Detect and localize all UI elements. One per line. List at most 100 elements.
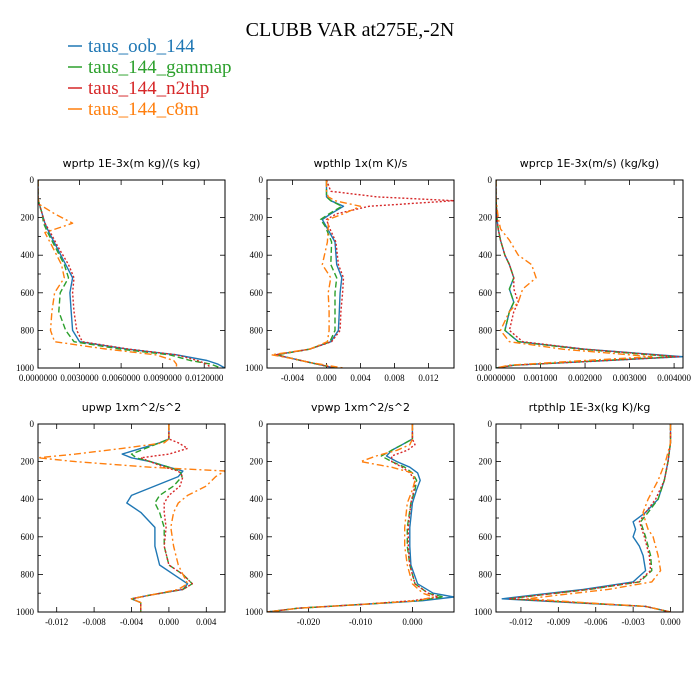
x-tick-label: 0.004000 [657,373,691,383]
y-tick-label: 400 [21,494,35,504]
panel: wprcp 1E-3x(m/s) (kg/kg) 0 200 400 600 800 100… [474,157,691,383]
x-tick-label: 0.0000000 [19,373,58,383]
y-tick-label: 0 [30,419,35,429]
series-line-taus_144_c8m [38,180,178,368]
y-tick-label: 800 [250,569,264,579]
panel: wpthlp 1x(m K)/s 0 200 400 600 800 1000 -0.004 0… [245,157,455,383]
panel-title: wpthlp 1x(m K)/s [314,157,408,170]
series-line-taus_144_n2thp [496,180,680,368]
series-line-taus_144_gammap [130,424,194,612]
y-tick-label: 400 [250,250,264,260]
legend-entry: taus_oob_144 [68,36,195,57]
y-tick-label: 0 [488,419,493,429]
y-tick-label: 600 [250,288,264,298]
y-tick-label: 600 [479,288,493,298]
series-line-taus_144_c8m [496,180,653,368]
y-tick-label: 400 [479,494,493,504]
plot-frame [495,179,684,369]
series-line-taus_144_c8m [267,424,434,612]
y-tick-label: 800 [479,325,493,335]
series-line-taus_oob_144 [274,180,345,368]
x-tick-label: 0.0060000 [102,373,141,383]
legend-label: taus_oob_144 [88,36,195,57]
x-tick-label: 0.0030000 [60,373,99,383]
y-tick-label: 600 [21,288,35,298]
x-tick-label: 0.000 [316,373,337,383]
x-tick-label: 0.003000 [613,373,647,383]
x-tick-label: 0.0000000 [477,373,516,383]
x-tick-label: 0.0090000 [144,373,183,383]
y-tick-label: 0 [259,175,264,185]
x-tick-label: 0.001000 [524,373,558,383]
y-tick-label: 1000 [16,607,35,617]
series-line-taus_144_c8m [38,424,225,612]
x-tick-label: -0.006 [584,617,608,627]
x-tick-label: 0.002000 [568,373,602,383]
series-line-taus_144_n2thp [274,180,454,368]
y-tick-label: 1000 [245,607,264,617]
series-line-taus_144_gammap [496,180,675,368]
panel: wprtp 1E-3x(m kg)/(s kg) 0 200 400 600 800 100… [16,157,226,383]
panel: vpwp 1xm^2/s^2 0 200 400 600 800 1000 -0.020 -0.… [245,401,455,627]
panels: wprtp 1E-3x(m kg)/(s kg) 0 200 400 600 800 100… [16,157,691,627]
x-tick-label: -0.004 [281,373,305,383]
series-line-taus_oob_144 [267,424,454,612]
x-tick-label: -0.004 [120,617,144,627]
legend-label: taus_144_gammap [88,57,232,78]
y-tick-label: 800 [250,325,264,335]
plot-frame [495,423,684,613]
series-line-taus_144_gammap [267,424,445,612]
y-tick-label: 400 [250,494,264,504]
y-tick-label: 1000 [474,607,493,617]
panel-title: wprcp 1E-3x(m/s) (kg/kg) [520,157,659,170]
x-tick-label: 0.008 [384,373,405,383]
series-line-taus_144_n2thp [267,424,440,612]
x-tick-label: -0.003 [622,617,646,627]
series-line-taus_144_c8m [526,424,672,612]
series-line-taus_oob_144 [38,180,225,368]
y-tick-label: 200 [250,457,264,467]
x-tick-label: 0.004 [196,617,217,627]
plot-frame [266,423,455,613]
panel: upwp 1xm^2/s^2 0 200 400 600 800 1000 -0.012 -0.… [16,401,226,627]
y-tick-label: 200 [479,457,493,467]
y-tick-label: 400 [21,250,35,260]
y-tick-label: 600 [21,532,35,542]
legend-entry: taus_144_c8m [68,99,199,120]
y-tick-label: 200 [21,213,35,223]
plot-frame [37,179,226,369]
x-tick-label: -0.008 [82,617,106,627]
x-tick-label: 0.000 [159,617,180,627]
y-tick-label: 200 [250,213,264,223]
y-tick-label: 0 [30,175,35,185]
legend-label: taus_144_n2thp [88,78,209,99]
x-tick-label: -0.012 [45,617,68,627]
x-tick-label: 0.012 [418,373,438,383]
x-tick-label: 0.004 [350,373,371,383]
x-tick-label: 0.000 [660,617,681,627]
x-tick-label: -0.020 [297,617,321,627]
y-tick-label: 800 [21,569,35,579]
series-line-taus_144_gammap [38,180,222,368]
y-tick-label: 800 [479,569,493,579]
series-line-taus_144_n2thp [38,180,212,368]
y-tick-label: 600 [250,532,264,542]
x-tick-label: 0.000 [402,617,423,627]
x-tick-label: -0.010 [349,617,373,627]
series-line-taus_144_n2thp [130,424,194,612]
y-tick-label: 0 [259,419,264,429]
panel-title: wprtp 1E-3x(m kg)/(s kg) [63,157,201,170]
y-tick-label: 200 [21,457,35,467]
y-tick-label: 600 [479,532,493,542]
figure-title: CLUBB VAR at275E,-2N [246,19,455,41]
y-tick-label: 800 [21,325,35,335]
legend-entry: taus_144_n2thp [68,78,209,99]
panel-title: upwp 1xm^2/s^2 [82,401,182,414]
x-tick-label: -0.009 [547,617,571,627]
plot-frame [37,423,226,613]
y-tick-label: 1000 [474,363,493,373]
y-tick-label: 1000 [16,363,35,373]
panel-title: vpwp 1xm^2/s^2 [311,401,410,414]
y-tick-label: 1000 [245,363,264,373]
x-tick-label: 0.0120000 [185,373,224,383]
